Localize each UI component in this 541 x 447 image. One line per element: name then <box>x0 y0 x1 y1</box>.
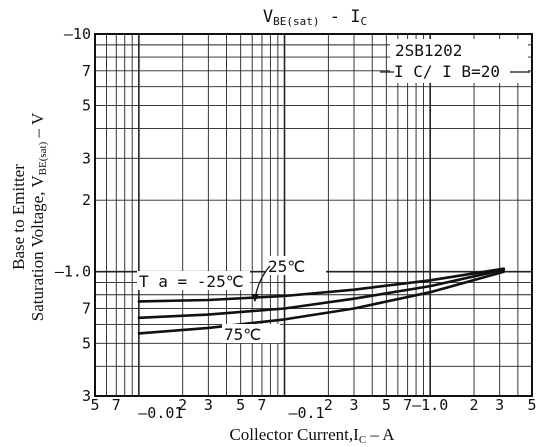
x-tick-label-10: 5 <box>382 396 391 414</box>
pointer-25-arrowhead <box>251 294 259 302</box>
x-tick-label-1: 7 <box>112 396 121 414</box>
part-number: 2SB1202 <box>395 41 462 60</box>
x-tick-label-14: 3 <box>495 396 504 414</box>
series-lines <box>137 267 506 335</box>
annotation-background <box>390 39 528 83</box>
series-line-0 <box>137 267 506 303</box>
y-tick-label-7: 7 <box>82 62 91 80</box>
x-tick-label-15: 5 <box>527 396 536 414</box>
condition-label: I C/ I B=20 <box>394 62 500 81</box>
series-label-ta: T a = -25℃ <box>139 272 244 291</box>
x-tick-label-5: 5 <box>236 396 245 414</box>
x-tick-label-3: 2 <box>178 396 187 414</box>
x-tick-label-6: 7 <box>257 396 266 414</box>
grid <box>95 34 532 396</box>
y-tick-label-4: 2 <box>82 191 91 209</box>
x-tick-label-9: 3 <box>350 396 359 414</box>
x-tick-label-12: –1.0 <box>412 396 448 414</box>
series-line-1 <box>137 268 506 320</box>
x-tick-label-8: 2 <box>324 396 333 414</box>
x-tick-label-13: 2 <box>470 396 479 414</box>
y-tick-label-3: –1.0 <box>55 263 91 281</box>
y-axis-label-line2: Saturation Voltage, VBE(sat) – V <box>28 112 49 321</box>
x-tick-label-7: –0.1 <box>288 404 324 422</box>
x-axis-label: Collector Current,IC – A <box>229 425 395 446</box>
series-label-background-ta <box>137 271 250 290</box>
series-label-background-25 <box>266 256 326 275</box>
series-label-75: 75℃ <box>224 325 261 344</box>
series-line-2 <box>137 270 506 335</box>
series-label-background-75 <box>222 324 280 343</box>
series-label-25: 25℃ <box>268 257 305 276</box>
y-tick-label-1: 5 <box>82 334 91 352</box>
x-tick-label-11: 7 <box>403 396 412 414</box>
x-tick-label-0: 5 <box>90 396 99 414</box>
y-tick-label-5: 3 <box>82 149 91 167</box>
y-tick-label-8: –10 <box>64 25 91 43</box>
chart-title: VBE(sat) - IC <box>263 7 367 28</box>
y-tick-label-2: 7 <box>82 300 91 318</box>
plot-frame <box>94 33 533 397</box>
y-axis-label-line1: Base to Emitter <box>9 164 28 270</box>
x-tick-label-4: 3 <box>204 396 213 414</box>
y-tick-label-6: 5 <box>82 97 91 115</box>
x-tick-label-2: –0.01 <box>138 404 183 422</box>
y-tick-label-0: 3 <box>82 387 91 405</box>
